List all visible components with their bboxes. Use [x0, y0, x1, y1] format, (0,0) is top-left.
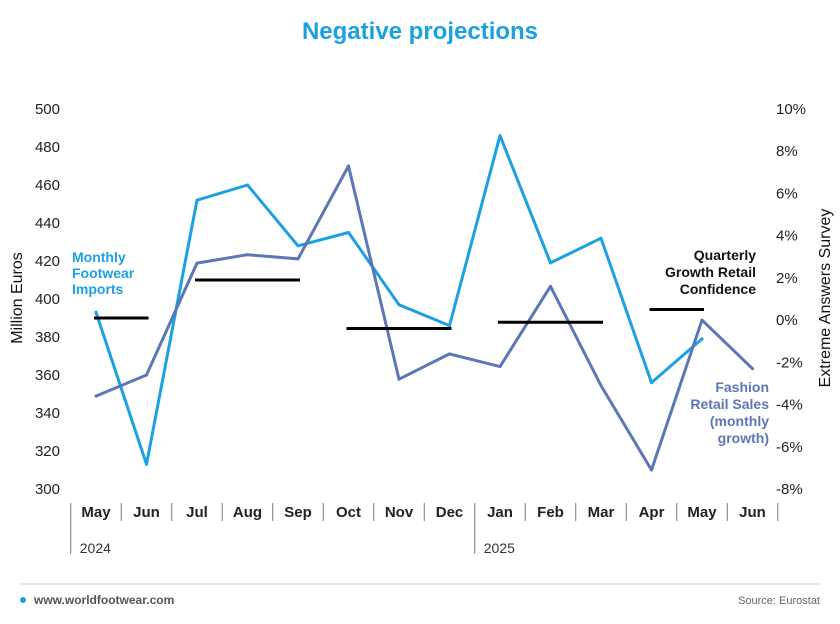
year-label: 2025: [484, 540, 515, 556]
x-tick-label: Oct: [336, 504, 361, 521]
right-axis-ticks: -8% -6% -4% -2% 0% 2% 4% 6% 8% 10%: [776, 101, 806, 498]
right-tick-label: 0%: [776, 312, 798, 329]
data-point: [700, 318, 704, 322]
left-axis-title: Million Euros: [9, 252, 26, 344]
x-tick-label: Jun: [739, 504, 766, 521]
data-point: [94, 394, 98, 398]
data-point: [650, 381, 653, 385]
data-point: [448, 352, 451, 356]
annotation-confidence: Quarterly: [694, 247, 756, 263]
data-point: [498, 134, 502, 138]
x-tick-label: Mar: [588, 504, 615, 521]
right-tick-label: 8%: [776, 143, 798, 160]
data-point: [498, 365, 502, 369]
data-point: [246, 183, 249, 187]
left-tick-label: 340: [35, 405, 60, 422]
data-point: [145, 462, 148, 466]
right-tick-label: -4%: [776, 397, 803, 414]
data-point: [195, 198, 199, 202]
left-axis-ticks: 300 320 340 360 380 400 420 440 460 480 500: [35, 101, 60, 498]
left-tick-label: 400: [35, 291, 60, 308]
right-tick-label: 10%: [776, 101, 806, 118]
year-label: 2024: [80, 540, 111, 556]
data-point: [246, 253, 249, 257]
left-tick-label: 480: [35, 139, 60, 156]
data-point: [700, 337, 704, 341]
left-tick-label: 360: [35, 367, 60, 384]
annotation-sales: Fashion: [715, 379, 769, 395]
right-tick-label: 2%: [776, 270, 798, 287]
series-line: [94, 134, 704, 466]
series-layer: [94, 134, 754, 472]
series-confidence: [94, 278, 704, 331]
data-point: [751, 367, 754, 371]
x-tick-label: Dec: [436, 504, 464, 521]
x-tick-label: Jul: [186, 504, 208, 521]
chart-title: Negative projections: [302, 18, 538, 45]
data-point: [549, 261, 552, 265]
x-axis: May Jun Jul Aug Sep Oct Nov Dec Jan Feb Mar Apr May J…: [70, 503, 779, 556]
x-tick-label: Sep: [284, 504, 312, 521]
left-tick-label: 320: [35, 443, 60, 460]
data-point: [599, 384, 603, 388]
annotation-sales: growth): [718, 430, 769, 446]
footer-source: Source: Eurostat: [738, 595, 820, 607]
right-tick-label: -2%: [776, 354, 803, 371]
x-tick-label: Apr: [639, 504, 665, 521]
x-tick-label: Aug: [233, 504, 262, 521]
series-sales: [94, 164, 754, 472]
left-tick-label: 440: [35, 215, 60, 232]
x-tick-label: Nov: [385, 504, 414, 521]
data-point: [94, 310, 98, 314]
x-tick-label: Feb: [537, 504, 564, 521]
series-imports: [94, 134, 704, 466]
data-point: [145, 373, 148, 377]
x-tick-label: May: [81, 504, 111, 521]
annotation-sales: (monthly: [710, 413, 769, 429]
series-line: [94, 164, 754, 472]
annotation-imports: Footwear: [72, 265, 135, 281]
data-point: [195, 261, 199, 265]
data-point: [347, 231, 350, 234]
right-tick-label: -6%: [776, 439, 803, 456]
data-point: [347, 164, 350, 168]
data-point: [397, 377, 401, 381]
x-tick-label: May: [687, 504, 717, 521]
left-tick-label: 420: [35, 253, 60, 270]
left-tick-label: 300: [35, 481, 60, 498]
data-point: [599, 236, 603, 240]
footer-bullet: [20, 597, 26, 603]
annotation-imports: Monthly: [72, 249, 126, 265]
data-point: [549, 284, 552, 288]
right-tick-label: 4%: [776, 228, 798, 245]
x-tick-label: Jan: [487, 504, 513, 521]
x-tick-label: Jun: [133, 504, 160, 521]
left-tick-label: 500: [35, 101, 60, 118]
annotation-imports: Imports: [72, 281, 124, 297]
data-point: [296, 244, 300, 248]
annotation-confidence: Growth Retail: [665, 264, 756, 280]
data-point: [397, 303, 401, 307]
annotation-confidence: Confidence: [680, 281, 756, 297]
data-point: [448, 324, 451, 328]
data-point: [296, 257, 300, 261]
left-tick-label: 380: [35, 329, 60, 346]
left-tick-label: 460: [35, 177, 60, 194]
right-axis-title: Extreme Answers Survey: [817, 209, 834, 388]
annotation-sales: Retail Sales: [690, 396, 769, 412]
footer-website[interactable]: www.worldfootwear.com: [33, 593, 174, 607]
right-tick-label: 6%: [776, 185, 798, 202]
data-point: [650, 468, 653, 472]
right-tick-label: -8%: [776, 481, 803, 498]
